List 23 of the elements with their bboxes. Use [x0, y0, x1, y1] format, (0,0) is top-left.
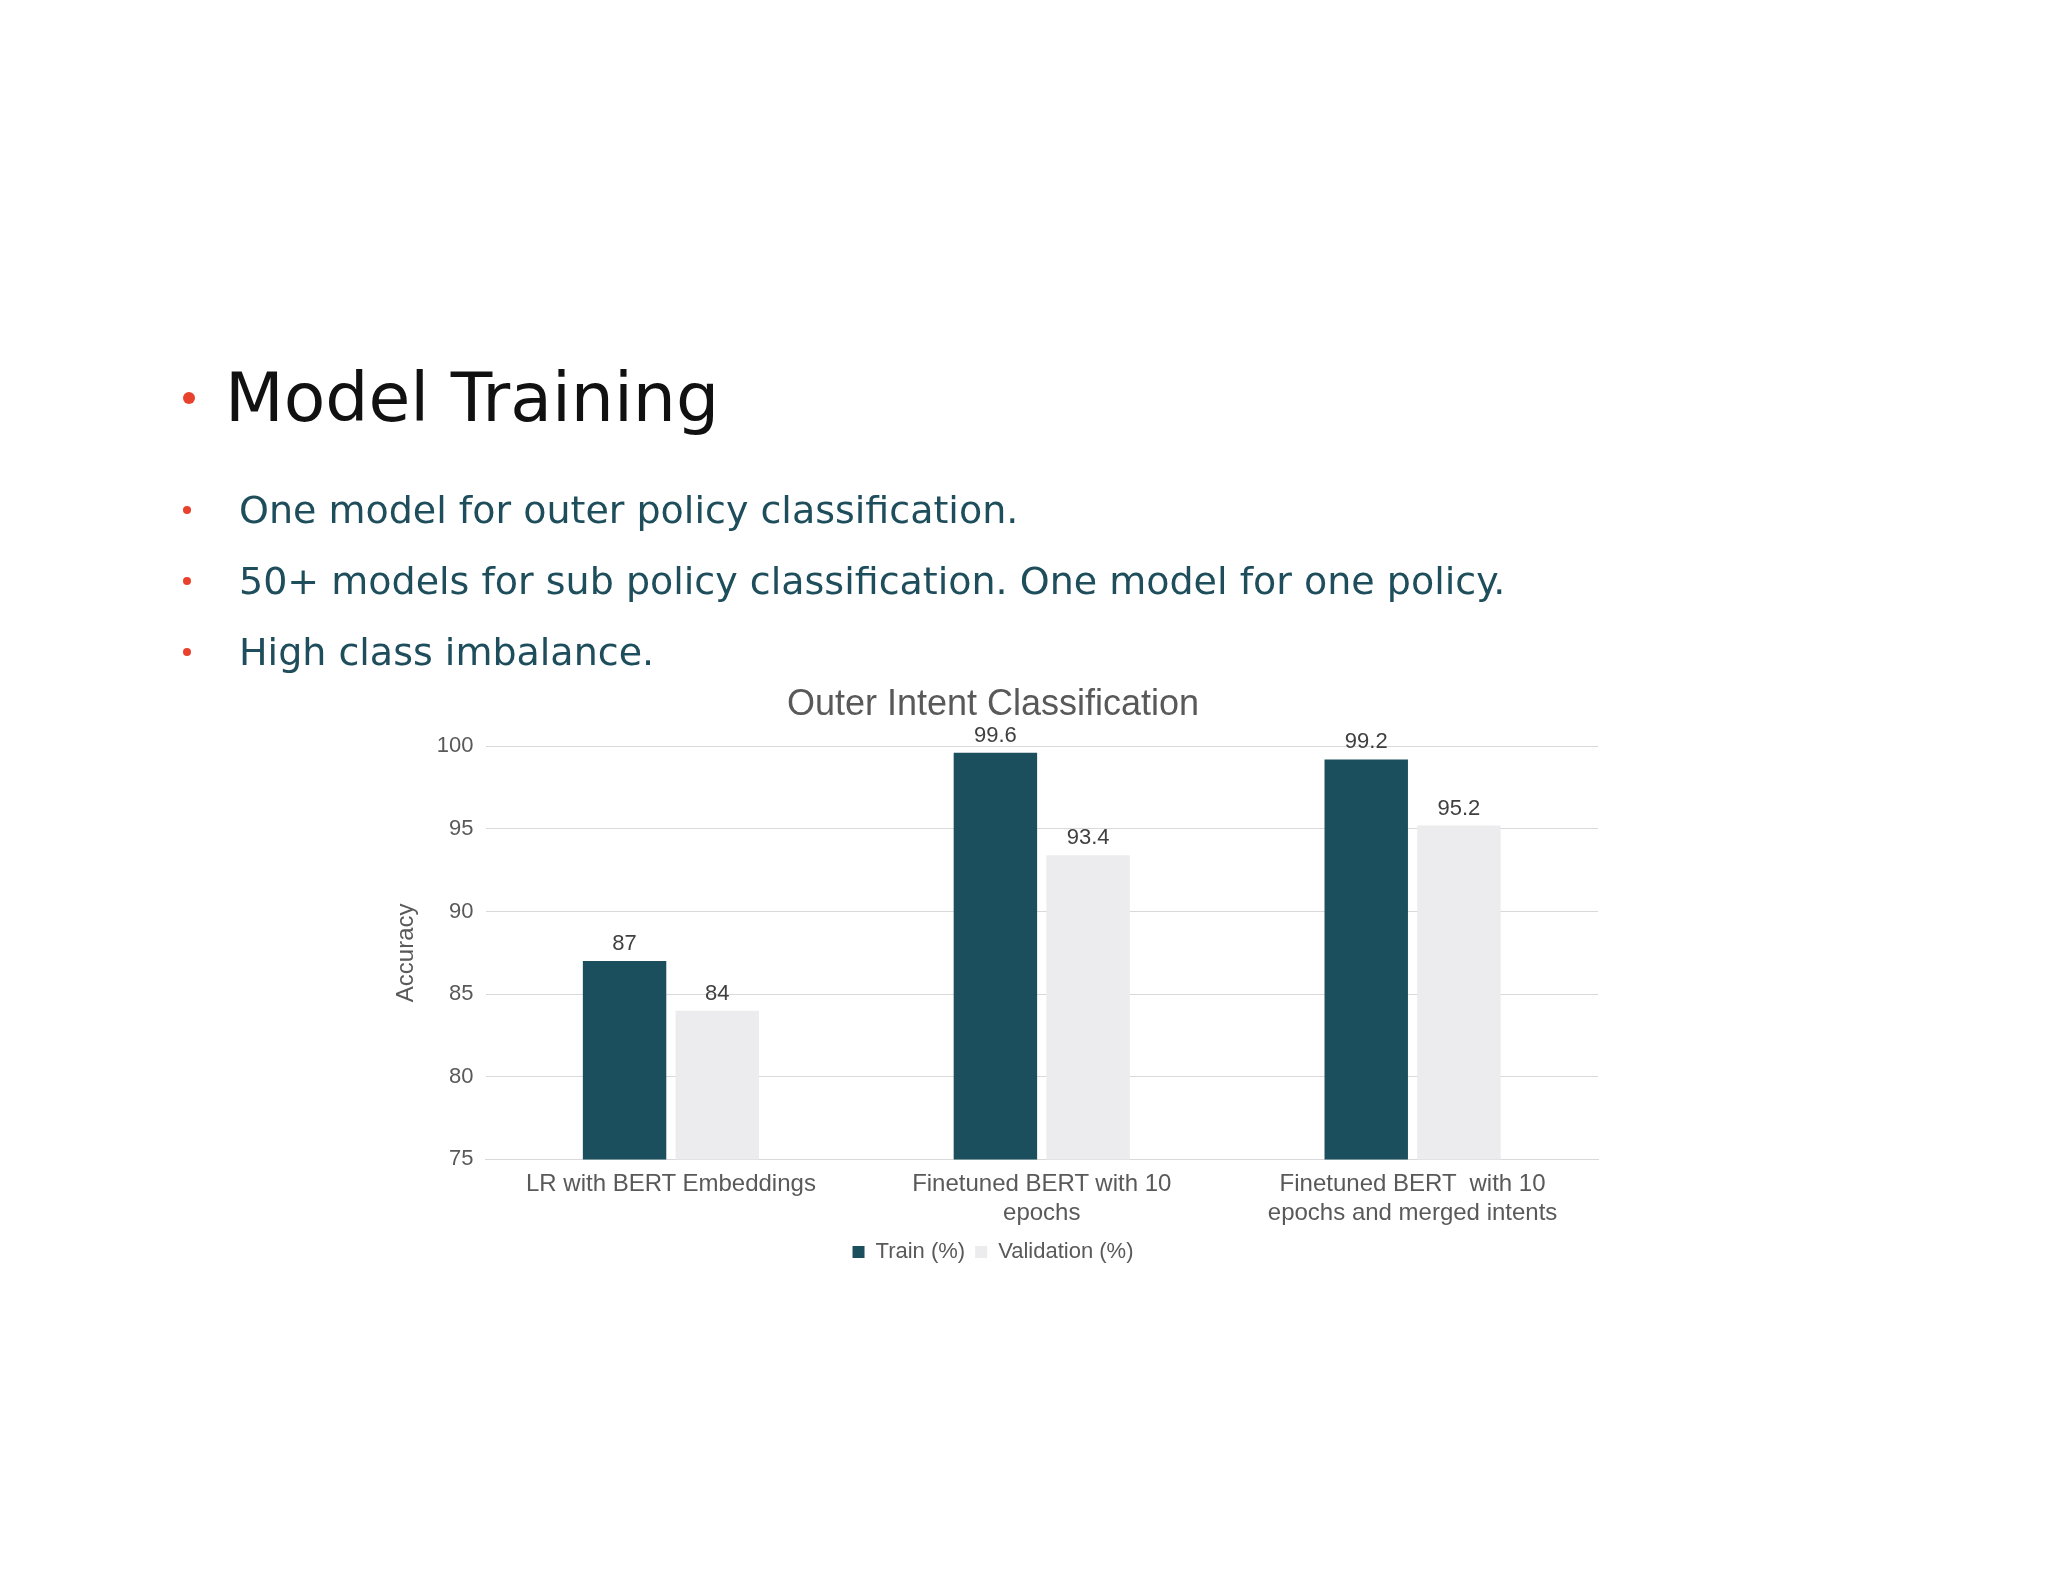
y-tick-label: 95: [449, 814, 474, 840]
text: High class imbalance.: [239, 630, 655, 674]
y-tick-label: 80: [449, 1062, 474, 1088]
y-axis-title: Accuracy: [391, 903, 419, 1003]
text: One model for outer policy classification.: [239, 488, 1019, 532]
x-tick-label: Finetuned BERT with 10 epochs and merged intents: [1267, 1169, 1558, 1226]
data-label: 93.4: [1066, 824, 1110, 850]
legend-label: Train (%): [875, 1238, 966, 1264]
x-tick-label: LR with BERT Embeddings: [525, 1169, 816, 1197]
y-tick-label: 75: [449, 1145, 474, 1171]
data-label: 84: [705, 979, 730, 1005]
y-tick-label: 85: [449, 980, 474, 1006]
data-label: 95.2: [1437, 794, 1481, 820]
y-tick-label: 100: [436, 732, 474, 758]
y-tick-label: 90: [449, 897, 474, 923]
data-label: 99.2: [1344, 728, 1388, 754]
legend-label: Validation (%): [998, 1238, 1134, 1264]
chart-title: Outer Intent Classification: [786, 681, 1200, 723]
data-label: 99.6: [973, 721, 1017, 747]
x-tick-label: Finetuned BERT with 10 epochs: [912, 1169, 1172, 1226]
text: 50+ models for sub policy classification. One model for one policy.: [239, 559, 1506, 603]
data-label: 87: [612, 930, 637, 956]
text: Model Training: [225, 358, 720, 437]
